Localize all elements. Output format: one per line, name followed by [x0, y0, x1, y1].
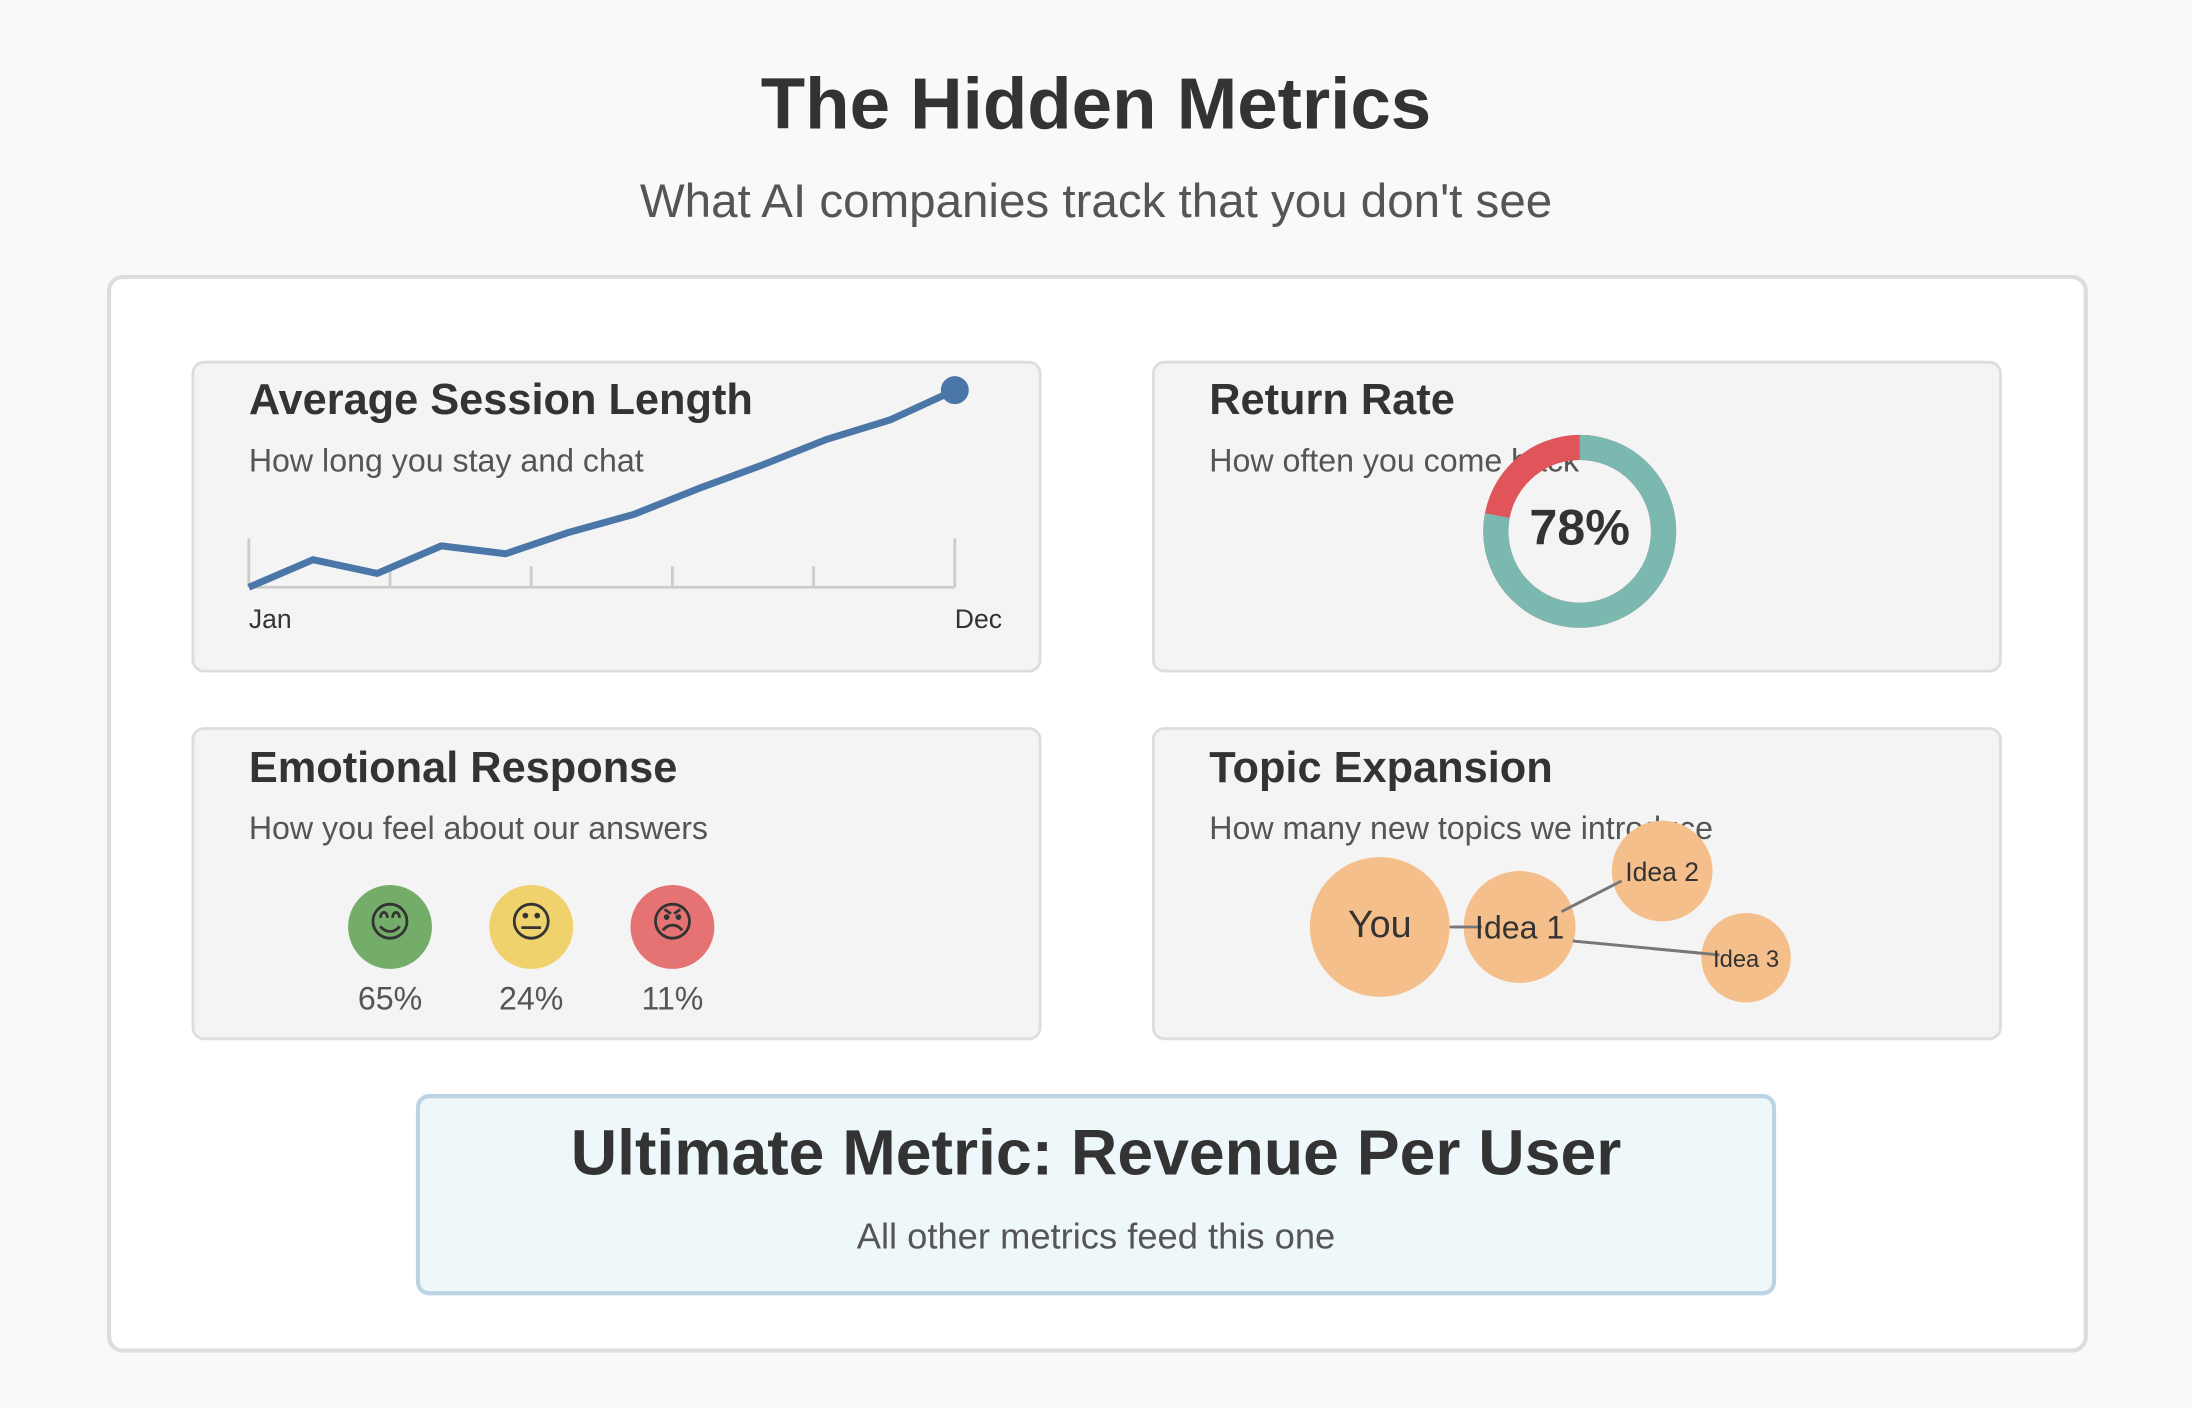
session-line	[247, 386, 957, 591]
emotion-pct: 11%	[641, 981, 703, 1017]
emotion-icon: 😐	[509, 899, 553, 946]
ultimate-subtitle: All other metrics feed this one	[857, 1215, 1336, 1256]
emotion-icon: 😠	[651, 899, 695, 946]
topic-label: Idea 3	[1713, 946, 1779, 973]
topic-bubbles	[1309, 820, 1791, 1003]
end-point	[940, 376, 969, 405]
x-label: Dec	[955, 604, 1002, 634]
panel-title: Topic Expansion	[1209, 744, 1552, 792]
panel-title: Average Session Length	[249, 376, 753, 424]
topic-label: Idea 1	[1475, 909, 1564, 945]
donut-value	[1483, 434, 1677, 628]
panel-title: Emotional Response	[249, 744, 678, 792]
subtitle: What AI companies track that you don't s…	[640, 175, 1552, 228]
topic-links	[1453, 879, 1720, 957]
ultimate-box	[415, 1094, 1777, 1296]
emotion-pct: 65%	[358, 981, 422, 1017]
panel-subtitle: How long you stay and chat	[249, 442, 644, 478]
panel	[1151, 360, 2002, 673]
donut-label: 78%	[1529, 499, 1630, 556]
emotion-pct: 24%	[499, 981, 563, 1017]
panel-title: Return Rate	[1209, 376, 1455, 424]
emotion-circle	[348, 885, 432, 969]
emotion-icon: 😊	[368, 899, 412, 946]
x-label: Jan	[249, 604, 292, 634]
title: The Hidden Metrics	[761, 63, 1431, 144]
panel-subtitle: How you feel about our answers	[249, 810, 708, 846]
topic-label: You	[1348, 903, 1412, 945]
emotion-circle	[630, 885, 715, 969]
ultimate-title: Ultimate Metric: Revenue Per User	[571, 1117, 1622, 1189]
topic-label: Idea 2	[1625, 857, 1699, 887]
emotion-circle	[489, 885, 574, 969]
